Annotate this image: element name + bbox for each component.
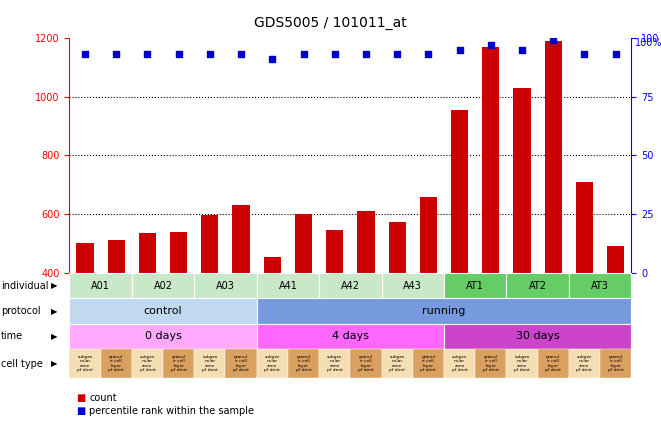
Point (548, 36, 559, 44)
Bar (170, 232, 187, 391)
Text: protocol: protocol (1, 306, 40, 316)
Text: 0 days: 0 days (145, 331, 182, 341)
Text: control: control (143, 306, 182, 316)
Text: granul
e cell
layer
pf dent: granul e cell layer pf dent (108, 355, 124, 372)
Point (517, 46, 527, 53)
Bar (202, 215, 218, 391)
Text: granul
e cell
layer
pf dent: granul e cell layer pf dent (420, 355, 436, 372)
Bar (451, 110, 468, 391)
Point (236, 51, 247, 58)
Bar (389, 222, 406, 391)
Bar (514, 88, 531, 391)
Text: granul
e cell
layer
pf dent: granul e cell layer pf dent (295, 355, 311, 372)
Point (142, 51, 153, 58)
Bar (108, 240, 125, 391)
Text: time: time (1, 331, 22, 341)
Text: subgra
nular
zone
pf dent: subgra nular zone pf dent (264, 355, 280, 372)
Text: cell type: cell type (1, 359, 42, 369)
Text: A02: A02 (153, 281, 173, 291)
Text: ▶: ▶ (51, 281, 58, 290)
Text: granul
e cell
layer
pf dent: granul e cell layer pf dent (358, 355, 374, 372)
Text: A41: A41 (278, 281, 297, 291)
Bar (264, 257, 281, 391)
Bar (483, 47, 499, 391)
Text: subgra
nular
zone
pf dent: subgra nular zone pf dent (77, 355, 93, 372)
Point (610, 51, 621, 58)
Text: AT3: AT3 (591, 281, 609, 291)
Text: ■: ■ (76, 393, 85, 403)
Point (392, 51, 403, 58)
Point (80, 51, 91, 58)
Point (361, 51, 371, 58)
Bar (358, 211, 375, 391)
Text: ■: ■ (76, 406, 85, 416)
Text: granul
e cell
layer
pf dent: granul e cell layer pf dent (483, 355, 499, 372)
Text: A42: A42 (341, 281, 360, 291)
Bar (77, 243, 94, 391)
Text: subgra
nular
zone
pf dent: subgra nular zone pf dent (389, 355, 405, 372)
Text: A03: A03 (216, 281, 235, 291)
Text: 4 days: 4 days (332, 331, 369, 341)
Text: granul
e cell
layer
pf dent: granul e cell layer pf dent (233, 355, 249, 372)
Text: running: running (422, 306, 465, 316)
Text: 100%: 100% (635, 38, 661, 48)
Text: A01: A01 (91, 281, 110, 291)
Text: ▶: ▶ (51, 359, 58, 368)
Point (579, 51, 590, 58)
Text: GDS5005 / 101011_at: GDS5005 / 101011_at (254, 16, 407, 30)
Point (329, 51, 340, 58)
Text: subgra
nular
zone
pf dent: subgra nular zone pf dent (514, 355, 530, 372)
Text: individual: individual (1, 281, 48, 291)
Text: subgra
nular
zone
pf dent: subgra nular zone pf dent (327, 355, 342, 372)
Point (173, 51, 184, 58)
Bar (233, 206, 250, 391)
Bar (295, 214, 312, 391)
Point (111, 51, 122, 58)
Point (298, 51, 309, 58)
Point (205, 51, 215, 58)
Bar (139, 234, 156, 391)
Text: A43: A43 (403, 281, 422, 291)
Text: subgra
nular
zone
pf dent: subgra nular zone pf dent (451, 355, 467, 372)
Text: granul
e cell
layer
pf dent: granul e cell layer pf dent (607, 355, 623, 372)
Text: granul
e cell
layer
pf dent: granul e cell layer pf dent (545, 355, 561, 372)
Point (454, 46, 465, 53)
Bar (420, 198, 437, 391)
Text: ▶: ▶ (51, 306, 58, 316)
Text: granul
e cell
layer
pf dent: granul e cell layer pf dent (171, 355, 186, 372)
Text: AT2: AT2 (529, 281, 547, 291)
Bar (545, 41, 562, 391)
Text: AT1: AT1 (466, 281, 484, 291)
Text: subgra
nular
zone
pf dent: subgra nular zone pf dent (139, 355, 155, 372)
Bar (607, 246, 624, 391)
Text: subgra
nular
zone
pf dent: subgra nular zone pf dent (202, 355, 218, 372)
Point (267, 56, 278, 63)
Text: count: count (89, 393, 117, 403)
Point (423, 51, 434, 58)
Bar (326, 230, 343, 391)
Text: 30 days: 30 days (516, 331, 560, 341)
Text: subgra
nular
zone
pf dent: subgra nular zone pf dent (576, 355, 592, 372)
Bar (576, 182, 593, 391)
Point (485, 41, 496, 48)
Text: ▶: ▶ (51, 332, 58, 341)
Text: percentile rank within the sample: percentile rank within the sample (89, 406, 254, 416)
